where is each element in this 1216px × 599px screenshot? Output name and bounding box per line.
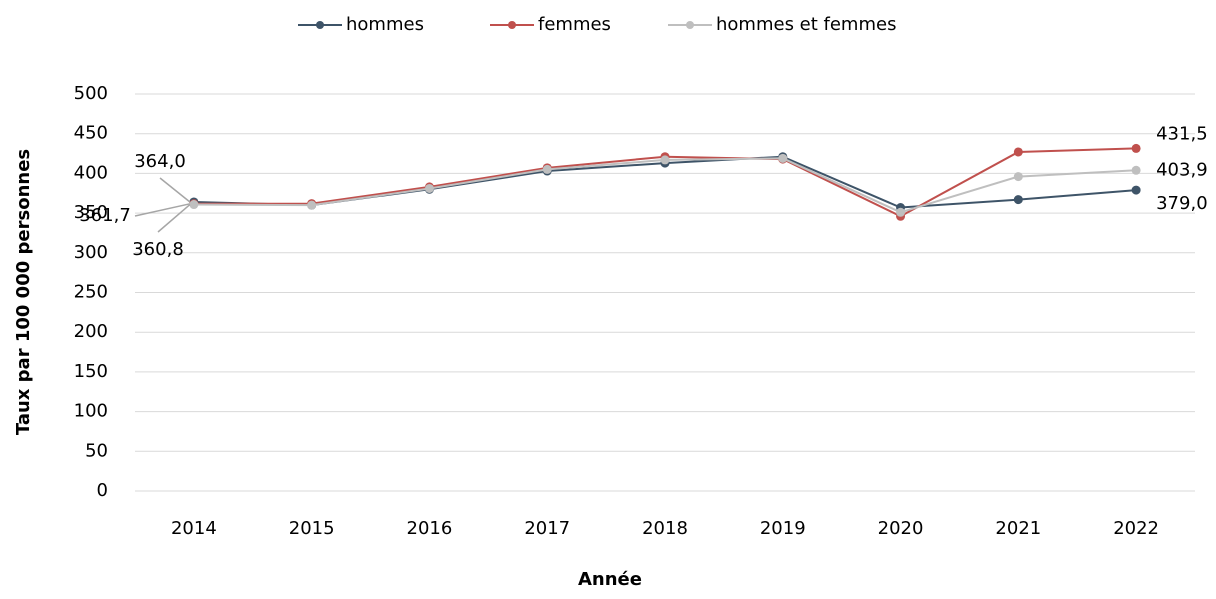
legend-label: femmes (538, 14, 611, 35)
x-tick-label: 2018 (642, 518, 688, 539)
y-axis-title: Taux par 100 000 personnes (13, 149, 34, 435)
leader-line (134, 203, 191, 217)
x-tick-label: 2021 (995, 518, 1041, 539)
data-point (542, 164, 552, 174)
data-point (660, 155, 670, 165)
y-tick-label: 100 (74, 401, 108, 422)
data-point (1131, 165, 1141, 175)
data-point (1013, 147, 1023, 157)
data-label: 361,7 (79, 205, 131, 226)
x-tick-label: 2020 (878, 518, 924, 539)
data-point (1131, 143, 1141, 153)
x-tick-label: 2015 (289, 518, 335, 539)
data-label: 379,0 (1156, 193, 1208, 214)
data-label: 360,8 (132, 239, 184, 260)
y-tick-label: 50 (85, 440, 108, 461)
x-tick-label: 2022 (1113, 518, 1159, 539)
legend-label: hommes et femmes (716, 14, 896, 35)
legend-marker (686, 21, 694, 29)
y-tick-label: 400 (74, 162, 108, 183)
data-point (424, 183, 434, 193)
data-label: 364,0 (134, 151, 186, 172)
data-point (778, 153, 788, 163)
x-tick-label: 2017 (524, 518, 570, 539)
y-tick-label: 450 (74, 123, 108, 144)
y-tick-label: 350 (74, 202, 108, 223)
x-axis-title: Année (578, 569, 642, 590)
data-point (1131, 185, 1141, 195)
y-tick-label: 150 (74, 361, 108, 382)
legend-marker (508, 21, 516, 29)
x-tick-label: 2019 (760, 518, 806, 539)
legend-label: hommes (346, 14, 424, 35)
leader-line (157, 203, 191, 233)
y-tick-label: 250 (74, 282, 108, 303)
y-tick-label: 500 (74, 83, 108, 104)
data-point (189, 200, 199, 210)
data-point (1013, 195, 1023, 205)
leader-line (159, 177, 191, 203)
x-tick-label: 2016 (407, 518, 453, 539)
y-tick-label: 0 (97, 480, 108, 501)
y-tick-label: 300 (74, 242, 108, 263)
data-label: 403,9 (1156, 159, 1208, 180)
x-tick-label: 2014 (171, 518, 217, 539)
data-label: 431,5 (1156, 123, 1208, 144)
data-point (307, 200, 317, 210)
legend-marker (316, 21, 324, 29)
data-point (1013, 172, 1023, 182)
data-point (896, 207, 906, 217)
y-tick-label: 200 (74, 321, 108, 342)
